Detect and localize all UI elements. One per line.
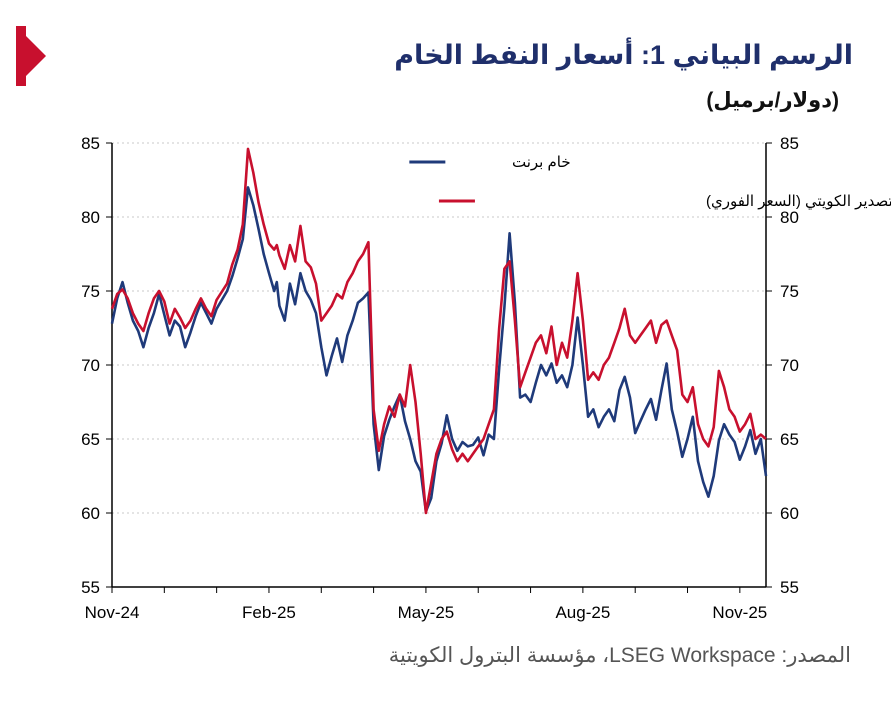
y-tick-label-left: 70: [81, 356, 100, 375]
chart-title: الرسم البياني 1: أسعار النفط الخام: [394, 40, 853, 70]
chart-unit-label: (دولار/برميل): [706, 89, 839, 112]
y-tick-label-right: 70: [780, 356, 799, 375]
series-line-brent: [110, 186, 768, 513]
y-tick-label-right: 75: [780, 282, 799, 301]
x-tick-label: Feb-25: [242, 603, 296, 622]
y-tick-label-right: 60: [780, 504, 799, 523]
chart-series: [110, 147, 768, 515]
chart-grid: [112, 142, 766, 514]
y-tick-label-left: 65: [81, 430, 100, 449]
legend-label-0: خام برنت: [512, 154, 571, 171]
x-tick-label: Nov-25: [712, 603, 767, 622]
series-line-kuwait-export: [110, 147, 767, 515]
y-tick-label-left: 60: [81, 504, 100, 523]
x-tick-label: May-25: [398, 603, 455, 622]
x-tick-label: Aug-25: [555, 603, 610, 622]
y-tick-label-right: 55: [780, 578, 799, 597]
y-tick-label-left: 55: [81, 578, 100, 597]
oil-price-chart: 55 55 60 60 65 65 70 70 75 75 80 80 85 85 Nov-24 Feb-25…: [81, 134, 891, 622]
source-note: المصدر: LSEG Workspace، مؤسسة البترول ال…: [388, 644, 851, 667]
y-tick-label-left: 75: [81, 282, 100, 301]
chart-axes: [106, 142, 772, 593]
y-tick-label-left: 80: [81, 208, 100, 227]
x-tick-label: Nov-24: [85, 603, 140, 622]
brand-logo-mark: [16, 26, 46, 86]
y-tick-label-right: 85: [780, 134, 799, 153]
chart-legend: خام برنت خام التصدير الكويتي (السعر الفور…: [409, 154, 891, 211]
legend-label-1: خام التصدير الكويتي (السعر الفوري): [706, 193, 891, 211]
y-tick-label-left: 85: [81, 134, 100, 153]
y-tick-label-right: 65: [780, 430, 799, 449]
chart-tick-labels: 55 55 60 60 65 65 70 70 75 75 80 80 85 85 Nov-24 Feb-25…: [81, 134, 799, 622]
y-tick-label-right: 80: [780, 208, 799, 227]
